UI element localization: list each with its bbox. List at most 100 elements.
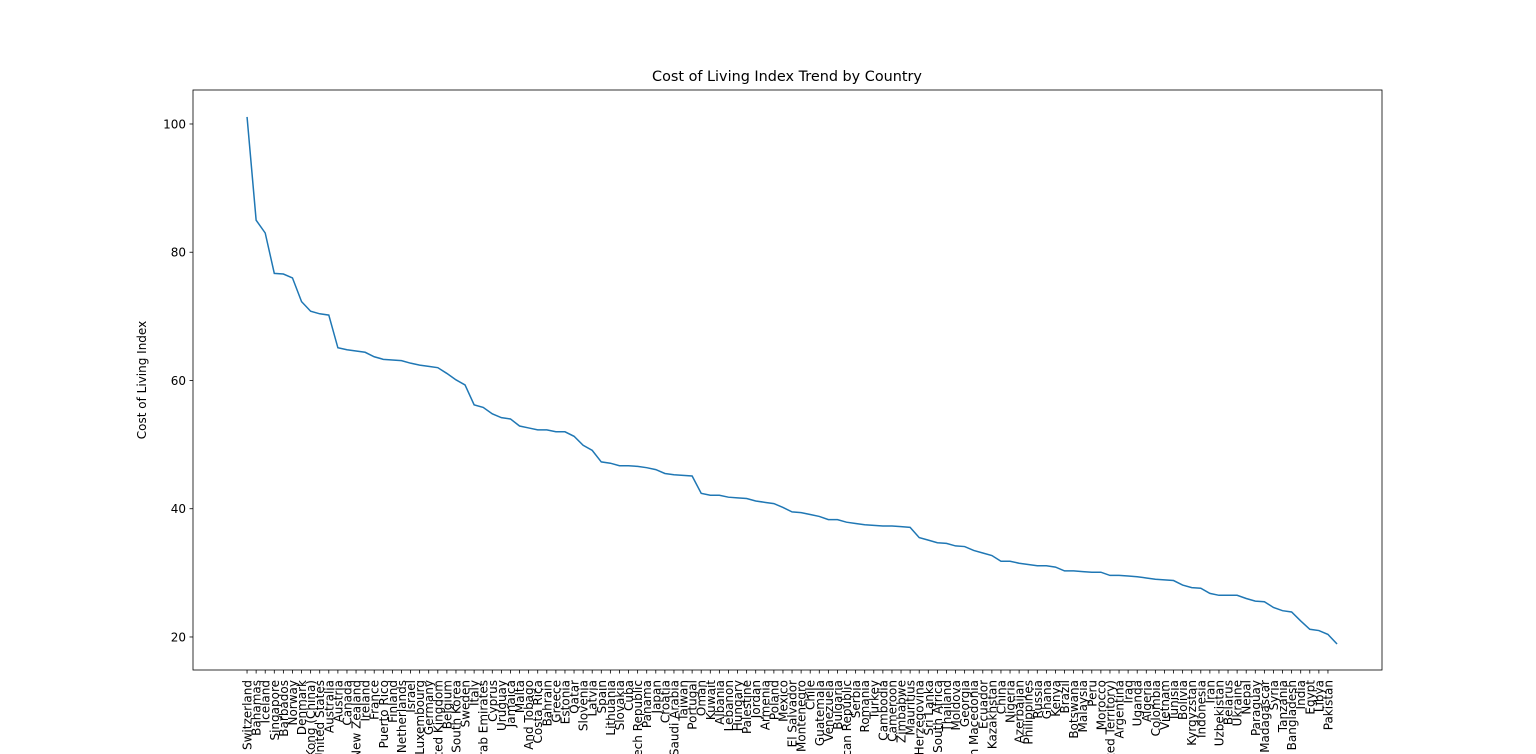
x-tick-label: Ecuador (976, 680, 990, 729)
x-tick-label: United Arab Emirates (477, 680, 491, 754)
x-tick-label: Botswana (1067, 680, 1081, 739)
x-tick-label: Argentina (1113, 680, 1127, 739)
x-tick-label: Albania (713, 680, 727, 725)
x-tick-label: Morocco (1094, 680, 1108, 730)
x-tick-label: Iceland (259, 680, 273, 723)
x-tick-label: Denmark (295, 680, 309, 735)
x-tick-label: Finland (386, 680, 400, 723)
x-tick-label: Nigeria (1004, 680, 1018, 723)
x-tick-label: Tunisia (1167, 680, 1181, 722)
x-tick-label: Bulgaria (831, 680, 845, 730)
x-tick-label: Russia (1031, 680, 1045, 719)
x-tick-label: Libya (1312, 680, 1326, 712)
x-tick-label: Pakistan (1321, 680, 1335, 730)
x-tick-label: Belarus (1222, 680, 1236, 725)
x-tick-label: Cuba (622, 680, 636, 711)
x-tick-label: Slovenia (577, 680, 591, 731)
x-tick-label: New Zealand (350, 680, 364, 754)
x-tick-label: Poland (767, 680, 781, 720)
x-tick-label: Norway (286, 680, 300, 726)
x-tick-label: Sweden (459, 680, 473, 727)
x-tick-label: Malaysia (1076, 680, 1090, 732)
x-tick-label: Lebanon (722, 680, 736, 731)
x-tick-label: Armenia (758, 680, 772, 730)
chart-title: Cost of Living Index Trend by Country (652, 69, 922, 85)
x-tick-label: Estonia (558, 680, 572, 724)
x-tick-label: Egypt (1303, 680, 1317, 715)
x-tick-label: Portugal (686, 680, 700, 730)
x-tick-label: Indonesia (1194, 680, 1208, 738)
x-tick-label: Peru (1085, 680, 1099, 707)
x-tick-label: Trinidad And Tobago (522, 680, 536, 754)
x-tick-label: Cambodia (876, 680, 890, 741)
x-tick-label: Syria (1267, 680, 1281, 710)
x-tick-label: Thailand (940, 680, 954, 733)
x-tick-label: Uganda (1131, 680, 1145, 726)
x-tick-label: Latvia (586, 680, 600, 717)
x-tick-label: Saudi Arabia (667, 680, 681, 754)
x-tick-label: Slovakia (613, 680, 627, 730)
x-tick-label: Chile (804, 680, 818, 710)
x-tick-label: Germany (422, 680, 436, 735)
x-tick-label: Bosnia And Herzegovina (913, 680, 927, 754)
x-tick-label: Zimbabwe (895, 680, 909, 743)
x-tick-label: Dominican Republic (840, 680, 854, 754)
x-tick-label: Bangladesh (1285, 680, 1299, 750)
x-tick-label: Kazakhstan (985, 680, 999, 749)
x-tick-label: Bolivia (1176, 680, 1190, 720)
x-tick-label: Lithuania (604, 680, 618, 736)
x-tick-label: Israel (404, 680, 418, 713)
x-tick-label: Puerto Rico (377, 680, 391, 748)
x-tick-label: Cyprus (486, 680, 500, 722)
x-tick-label: Georgia (958, 680, 972, 727)
x-tick-label: Palestine (740, 680, 754, 734)
x-tick-label: Barbados (277, 680, 291, 737)
x-tick-label: Japan (649, 680, 663, 714)
x-tick-label: Iran (1203, 680, 1217, 703)
line-series (246, 116, 1338, 645)
x-tick-label: United Kingdom (431, 680, 445, 754)
x-tick-label: Switzerland (241, 680, 255, 750)
x-tick-label: Greece (549, 680, 563, 723)
x-tick-label: Kenya (1049, 680, 1063, 717)
x-tick-label: Uzbekistan (1212, 680, 1226, 746)
x-tick-label: Romania (858, 680, 872, 732)
x-tick-label: Bahrain (540, 680, 554, 726)
x-tick-label: Serbia (849, 680, 863, 718)
x-tick-label: Madagascar (1258, 680, 1272, 753)
x-tick-label: Croatia (658, 680, 672, 723)
x-tick-label: Netherlands (395, 680, 409, 753)
x-tick-label: Hungary (731, 680, 745, 731)
y-tick-label: 60 (171, 374, 186, 388)
y-tick-label: 20 (171, 630, 186, 644)
x-tick-label: Guatemala (813, 680, 827, 746)
x-tick-label: Jordan (749, 680, 763, 719)
x-tick-label: Australia (322, 680, 336, 733)
x-tick-label: El Salvador (786, 680, 800, 747)
x-tick-label: Brazil (1058, 680, 1072, 714)
x-tick-label: Colombia (1149, 680, 1163, 736)
x-tick-label: Spain (595, 680, 609, 714)
x-tick-label: Azerbaijan (1013, 680, 1027, 743)
x-tick-label: Belgium (440, 680, 454, 729)
x-tick-label: Tanzania (1276, 680, 1290, 733)
x-tick-label: Jamaica (504, 680, 518, 728)
y-tick-label: 80 (171, 246, 186, 260)
x-tick-label: Vietnam (1158, 680, 1172, 730)
x-tick-label: South Africa (931, 680, 945, 753)
x-tick-label: Canada (340, 680, 354, 726)
x-tick-label: Moldova (949, 680, 963, 730)
x-tick-label: Ghana (1040, 680, 1054, 719)
x-tick-label: North Macedonia (967, 680, 981, 754)
x-tick-label: Bahamas (250, 680, 264, 736)
x-tick-label: Kuwait (704, 680, 718, 720)
x-tick-label: Taiwan (677, 680, 691, 722)
x-tick-label: Ireland (359, 680, 373, 722)
x-tick-label: Hong Kong (China) (304, 680, 318, 754)
x-tick-label: Panama (640, 680, 654, 728)
x-tick-label: India (1294, 680, 1308, 709)
x-tick-label: Costa Rica (531, 680, 545, 743)
x-tick-label: South Korea (449, 680, 463, 753)
x-tick-label: Austria (331, 680, 345, 722)
